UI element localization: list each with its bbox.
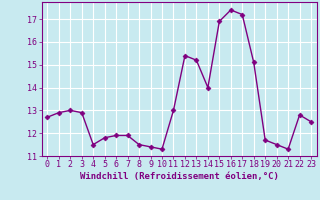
X-axis label: Windchill (Refroidissement éolien,°C): Windchill (Refroidissement éolien,°C) bbox=[80, 172, 279, 181]
